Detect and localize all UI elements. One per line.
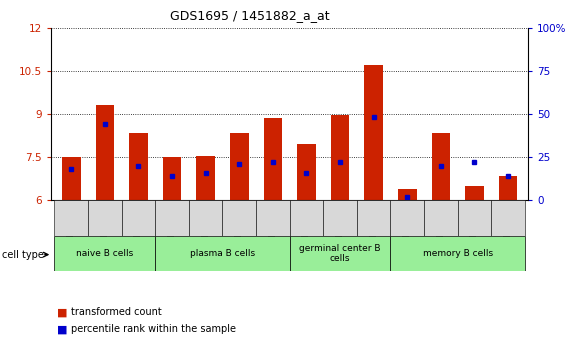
Bar: [290, 236, 390, 271]
Bar: [197, 156, 215, 200]
Text: GDS1695 / 1451882_a_at: GDS1695 / 1451882_a_at: [170, 9, 330, 22]
Bar: [55, 236, 155, 271]
Bar: [390, 200, 424, 236]
Bar: [323, 200, 357, 236]
Bar: [365, 65, 383, 200]
Bar: [163, 157, 181, 200]
Bar: [432, 132, 450, 200]
Bar: [398, 189, 416, 200]
Bar: [357, 200, 390, 236]
Bar: [230, 132, 249, 200]
Bar: [223, 200, 256, 236]
Text: plasma B cells: plasma B cells: [190, 249, 255, 258]
Bar: [155, 236, 290, 271]
Text: ■: ■: [57, 307, 67, 317]
Bar: [256, 200, 290, 236]
Bar: [331, 115, 349, 200]
Text: transformed count: transformed count: [71, 307, 162, 317]
Bar: [458, 200, 491, 236]
Bar: [499, 176, 517, 200]
Bar: [155, 200, 189, 236]
Bar: [390, 236, 525, 271]
Bar: [424, 200, 458, 236]
Bar: [465, 186, 484, 200]
Bar: [189, 200, 223, 236]
Text: naive B cells: naive B cells: [76, 249, 133, 258]
Bar: [297, 144, 316, 200]
Text: ■: ■: [57, 325, 67, 334]
Bar: [122, 200, 155, 236]
Bar: [88, 200, 122, 236]
Bar: [62, 157, 81, 200]
Bar: [95, 105, 114, 200]
Bar: [130, 132, 148, 200]
Bar: [55, 200, 88, 236]
Text: germinal center B
cells: germinal center B cells: [299, 244, 381, 263]
Bar: [290, 200, 323, 236]
Text: cell type: cell type: [2, 250, 44, 259]
Bar: [264, 118, 282, 200]
Text: percentile rank within the sample: percentile rank within the sample: [71, 325, 236, 334]
Bar: [491, 200, 525, 236]
Text: memory B cells: memory B cells: [423, 249, 493, 258]
